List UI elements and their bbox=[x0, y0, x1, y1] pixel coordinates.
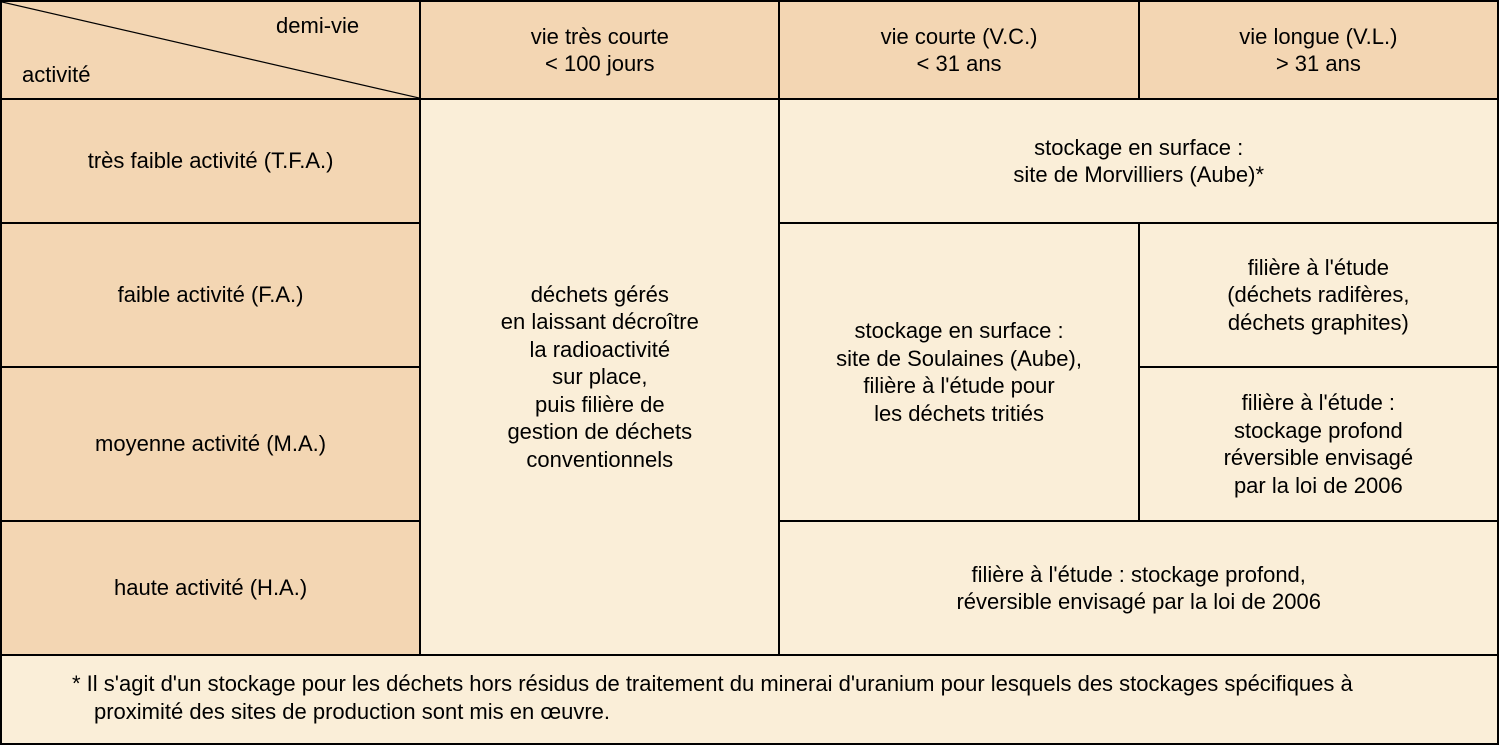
cell-line: stockage en surface : bbox=[1034, 135, 1243, 160]
cell-line: déchets gérés bbox=[531, 282, 669, 307]
cell-line: sur place, bbox=[552, 364, 647, 389]
col-header-line: > 31 ans bbox=[1276, 51, 1361, 76]
cell-ma-vl: filière à l'étude : stockage profond rév… bbox=[1139, 367, 1498, 521]
diagonal-header-cell: demi-vie activité bbox=[1, 1, 420, 99]
cell-ha: filière à l'étude : stockage profond, ré… bbox=[779, 521, 1498, 655]
row-header-ma: moyenne activité (M.A.) bbox=[1, 367, 420, 521]
col-header-line: vie courte (V.C.) bbox=[881, 24, 1038, 49]
cell-line: les déchets tritiés bbox=[874, 401, 1044, 426]
diag-bottom-label: activité bbox=[22, 61, 90, 89]
cell-line: réversible envisagé par la loi de 2006 bbox=[956, 589, 1320, 614]
col-header-line: vie longue (V.L.) bbox=[1239, 24, 1397, 49]
cell-line: filière à l'étude pour bbox=[863, 373, 1054, 398]
cell-line: en laissant décroître bbox=[501, 309, 699, 334]
cell-line: (déchets radifères, bbox=[1227, 282, 1409, 307]
classification-table: demi-vie activité vie très courte < 100 … bbox=[0, 0, 1499, 745]
col-header-very-short: vie très courte < 100 jours bbox=[420, 1, 779, 99]
cell-line: site de Soulaines (Aube), bbox=[836, 346, 1082, 371]
cell-line: stockage profond bbox=[1234, 418, 1403, 443]
cell-line: filière à l'étude : bbox=[1242, 390, 1395, 415]
cell-fa-ma-vc: stockage en surface : site de Soulaines … bbox=[779, 223, 1138, 521]
cell-very-short-all: déchets gérés en laissant décroître la r… bbox=[420, 99, 779, 655]
col-header-long: vie longue (V.L.) > 31 ans bbox=[1139, 1, 1498, 99]
cell-line: par la loi de 2006 bbox=[1234, 473, 1403, 498]
cell-line: la radioactivité bbox=[529, 337, 670, 362]
cell-line: site de Morvilliers (Aube)* bbox=[1013, 162, 1264, 187]
footnote: * Il s'agit d'un stockage pour les déche… bbox=[1, 655, 1498, 744]
cell-fa-vl: filière à l'étude (déchets radifères, dé… bbox=[1139, 223, 1498, 367]
cell-line: gestion de déchets bbox=[507, 419, 692, 444]
cell-line: filière à l'étude bbox=[1248, 255, 1389, 280]
col-header-line: vie très courte bbox=[531, 24, 669, 49]
row-header-tfa: très faible activité (T.F.A.) bbox=[1, 99, 420, 223]
row-header-fa: faible activité (F.A.) bbox=[1, 223, 420, 367]
cell-line: réversible envisagé bbox=[1224, 445, 1414, 470]
cell-line: stockage en surface : bbox=[854, 318, 1063, 343]
row-header-ha: haute activité (H.A.) bbox=[1, 521, 420, 655]
col-header-line: < 31 ans bbox=[917, 51, 1002, 76]
diag-top-label: demi-vie bbox=[276, 12, 359, 40]
col-header-line: < 100 jours bbox=[545, 51, 654, 76]
col-header-short: vie courte (V.C.) < 31 ans bbox=[779, 1, 1138, 99]
cell-tfa-surface: stockage en surface : site de Morvillier… bbox=[779, 99, 1498, 223]
cell-line: conventionnels bbox=[526, 447, 673, 472]
cell-line: déchets graphites) bbox=[1228, 310, 1409, 335]
cell-line: puis filière de bbox=[535, 392, 665, 417]
cell-line: filière à l'étude : stockage profond, bbox=[972, 562, 1306, 587]
